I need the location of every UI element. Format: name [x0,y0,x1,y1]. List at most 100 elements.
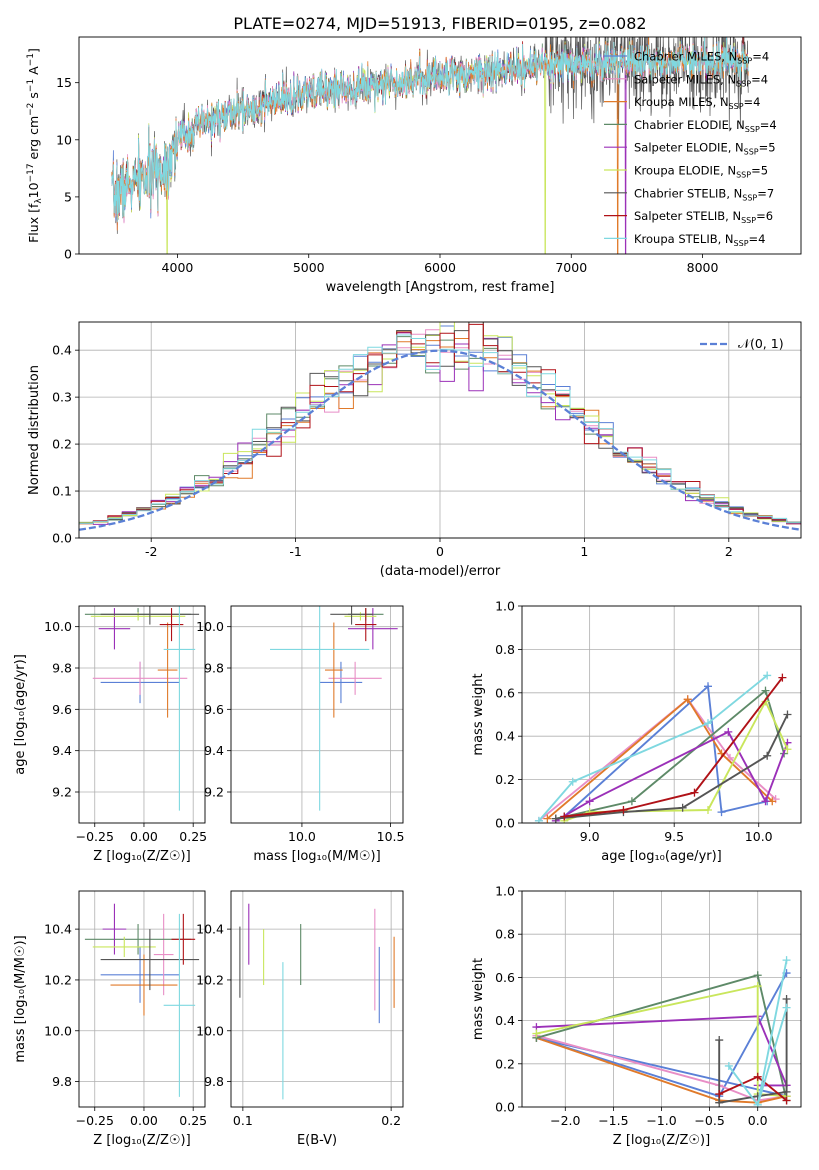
panel-weight-vs-Z: −2.0 −1.5 −1.0 −0.5 0.0 0.0 0.2 0.4 0.6 0.8 1.0 Z [… [471,884,802,1148]
figure-title: PLATE=0274, MJD=51913, FIBERID=0195, z=0… [233,14,646,33]
series-line [563,684,768,818]
y-tick-label: 0.1 [52,484,72,499]
y-tick-label: 0.8 [495,642,515,657]
x-tick-label: 0.0 [748,1113,768,1128]
series-line [536,972,788,1098]
panel-spectrum: 4000 5000 6000 7000 8000 0 5 10 15 wavelength [An… [26,36,802,295]
axes-frame [78,605,206,824]
data-point [715,1090,724,1099]
panel-residuals: -2 -1 0 1 2 0.0 0.1 0.2 0.3 0.4 (data-model)/error… [27,321,802,579]
legend-label: Kroupa ELODIE, NSSP=5 [634,164,768,180]
data-point [704,805,712,814]
x-tick-label: 0.1 [233,1113,253,1128]
y-axis-label: mass weight [471,958,486,1040]
data-point [753,1072,762,1081]
data-point [778,673,787,682]
x-tick-label: -2 [145,544,157,559]
data-point [782,1003,791,1012]
data-point [783,710,792,719]
y-tick-label: 0.4 [495,1013,515,1028]
data-point [753,1100,762,1107]
axes-frame [78,890,206,1108]
data-point [627,797,636,806]
series-line [536,1037,787,1104]
histogram-line [79,334,801,524]
plot-area-mass-vs-EBV [239,903,395,1100]
series-line [536,1034,787,1102]
legend-label: Salpeter ELODIE, NSSP=5 [634,141,776,157]
x-tick-label: 10.0 [745,829,773,844]
y-tick-label: 9.8 [52,1074,72,1089]
data-point [761,797,770,806]
y-tick-label: 0.2 [495,772,515,787]
panel-weight-vs-age: 9.0 9.5 10.0 0.0 0.2 0.4 0.6 0.8 1.0 age [log₁₀(a… [471,599,802,864]
legend: Chabrier MILES, NSSP=4 Salpeter MILES, NS… [604,50,777,248]
panel-age-vs-mass: 10.0 10.5 9.2 9.4 9.6 9.8 10.0 mass [log₁₀(M/M☉… [196,605,405,864]
x-tick-label: −0.25 [76,1113,114,1128]
legend-label: Chabrier MILES, NSSP=4 [634,50,769,66]
data-point [782,1096,791,1105]
data-point [761,686,770,695]
x-axis-label: Z [log₁₀(Z/Z☉)] [93,1133,190,1148]
data-point [753,982,762,991]
axes-frame [230,605,404,824]
legend-label: Kroupa STELIB, NSSP=4 [634,232,765,248]
y-axis-label: Flux [fλ10−17 erg cm−2 s−1 A−1] [26,48,44,243]
panel-mass-vs-Z: −0.25 0.00 0.25 9.8 10.0 10.2 10.4 Z [log₁₀(Z/Z… [13,890,207,1148]
data-point [619,805,628,814]
y-tick-label: 0 [64,247,72,262]
series-line [564,677,784,818]
x-axis-label: E(B-V) [297,1133,337,1148]
y-tick-label: 9.6 [204,702,224,717]
data-point [683,695,692,704]
y-tick-label: 9.2 [52,785,72,800]
data-point [763,671,772,680]
x-tick-label: 0 [436,544,444,559]
series-line [546,697,773,820]
legend-label: Salpeter STELIB, NSSP=6 [634,209,773,225]
legend-label: Chabrier STELIB, NSSP=7 [634,186,774,202]
legend-label: Kroupa MILES, NSSP=4 [634,95,760,111]
x-tick-label: −1.5 [598,1113,628,1128]
y-tick-label: 9.8 [52,661,72,676]
panel-mass-vs-EBV: 0.1 0.2 9.8 10.0 10.2 10.4 E(B-V) [196,890,404,1148]
x-tick-label: 0.00 [130,1113,158,1128]
y-tick-label: 0.3 [52,390,72,405]
y-tick-label: 9.8 [204,1074,224,1089]
x-tick-label: −2.0 [550,1113,580,1128]
plot-area-age-vs-mass [270,606,398,811]
x-tick-label: 2 [725,544,733,559]
y-tick-label: 9.6 [52,702,72,717]
x-axis-label: (data-model)/error [380,564,501,579]
series-line [555,730,789,822]
x-tick-label: 5000 [293,260,325,275]
y-tick-label: 10.0 [196,1023,224,1038]
y-tick-label: 10.2 [196,972,224,987]
x-tick-label: 10.0 [288,829,316,844]
y-tick-label: 5 [64,189,72,204]
x-axis-label: mass [log₁₀(M/M☉)] [253,849,380,864]
data-point [768,797,777,806]
x-axis-label: Z [log₁₀(Z/Z☉)] [613,1133,710,1148]
y-tick-label: 9.4 [52,743,72,758]
x-tick-label: 8000 [687,260,719,275]
y-tick-label: 10.0 [44,1023,72,1038]
x-tick-label: 6000 [424,260,456,275]
axes-frame [78,321,802,539]
y-tick-label: 1.0 [495,599,515,614]
data-point [782,995,791,1003]
y-tick-label: 9.4 [204,743,224,758]
data-point [551,814,560,823]
data-point [678,803,687,812]
y-tick-label: 10.0 [196,619,224,634]
legend-label: Chabrier ELODIE, NSSP=4 [634,118,777,134]
y-axis-label: mass weight [471,673,486,755]
x-tick-label: 0.00 [130,829,158,844]
y-tick-label: 1.0 [495,884,515,899]
x-tick-label: 7000 [555,260,587,275]
data-point [704,682,712,691]
y-tick-label: 0.8 [495,927,515,942]
series-line [563,699,789,822]
axes-frame [521,605,802,824]
